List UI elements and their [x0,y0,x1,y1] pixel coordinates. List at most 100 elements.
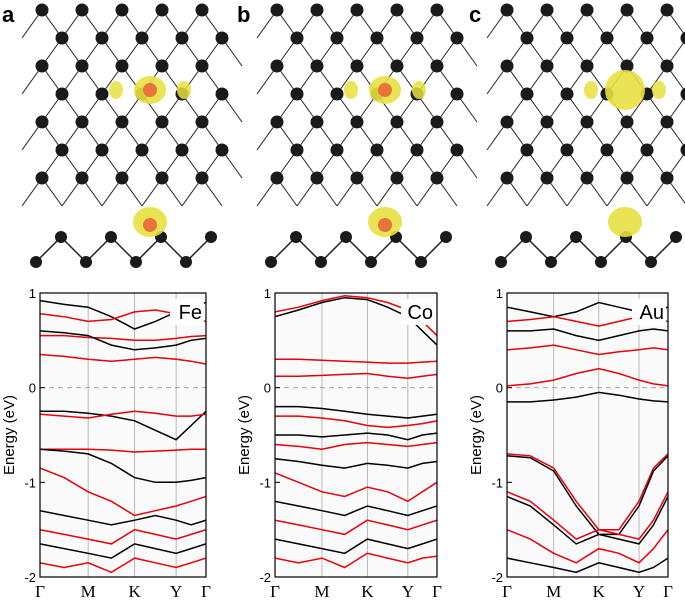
atom [195,171,209,185]
atom [370,143,384,157]
atom [520,31,534,45]
atom [680,87,685,101]
band-line [507,328,668,342]
y-tick-label: -1 [491,475,503,490]
atom [155,59,169,73]
atom [545,256,557,268]
atom [310,59,324,73]
bands [40,299,206,574]
atom [175,31,189,45]
atom [390,115,404,129]
atom [80,256,92,268]
annotation-box [170,299,204,325]
atom [75,3,89,17]
atom [330,31,344,45]
atom [35,115,49,129]
atom [55,87,69,101]
x-tick-label: Y [633,582,645,601]
band-line [40,353,206,365]
atom [440,231,452,243]
atom [135,31,149,45]
atom [330,143,344,157]
band-line [507,557,668,574]
atom [560,87,574,101]
atom [290,31,304,45]
atom [390,3,404,17]
atom [520,87,534,101]
atom [430,115,444,129]
atom [390,59,404,73]
y-tick-label: 0 [264,381,271,396]
atom [365,256,377,268]
atom [350,171,364,185]
atom [75,115,89,129]
band-line [507,367,668,387]
atom [55,231,67,243]
atom [215,143,229,157]
charge-density [177,81,191,99]
band-line [275,372,437,379]
x-tick-label: K [361,582,374,601]
atom [95,31,109,45]
atom [270,115,284,129]
charge-density [608,207,642,237]
atom [115,3,129,17]
atom [390,171,404,185]
atom [680,143,685,157]
x-tick-label: M [314,582,329,601]
atom [620,59,634,73]
band-line [275,472,437,503]
atom [55,31,69,45]
band-line [275,296,437,346]
atom [560,143,574,157]
x-tick-label: Y [402,582,414,601]
atom [660,171,674,185]
y-tick-label: 1 [29,286,36,301]
atom [95,143,109,157]
atom [155,115,169,129]
band-line [40,528,206,545]
charge-density [652,81,666,99]
atom [290,231,302,243]
atom [595,256,607,268]
atom [340,231,352,243]
atom [540,59,554,73]
atom [95,87,109,101]
atom [130,256,142,268]
atom [55,143,69,157]
charge-density [109,81,123,99]
atom [35,3,49,17]
atom [580,59,594,73]
y-tick-label: -2 [491,570,503,585]
x-tick-label: M [546,582,561,601]
y-axis-label: Energy (eV) [468,395,485,475]
plot-frame [39,292,207,578]
atom [660,3,674,17]
atom [115,115,129,129]
atom [520,231,532,243]
atom [410,143,424,157]
annotation: Co [407,302,433,324]
atom [410,31,424,45]
band-line [507,491,668,540]
y-tick-label: 0 [29,381,36,396]
annotation-box [632,299,666,325]
atom [620,115,634,129]
band-line [275,432,437,441]
charge-density [584,81,598,99]
atom [500,59,514,73]
x-tick-label: Γ [502,582,512,601]
band-line [40,334,206,342]
atom [180,256,192,268]
atom [540,171,554,185]
x-tick-label: Γ [201,582,211,601]
atom [75,171,89,185]
atom [495,256,507,268]
y-axis-label: Energy (eV) [1,395,18,475]
bands [275,295,437,569]
y-tick-label: 1 [496,286,503,301]
atom [620,3,634,17]
atom [265,256,277,268]
x-tick-label: Γ [663,582,673,601]
